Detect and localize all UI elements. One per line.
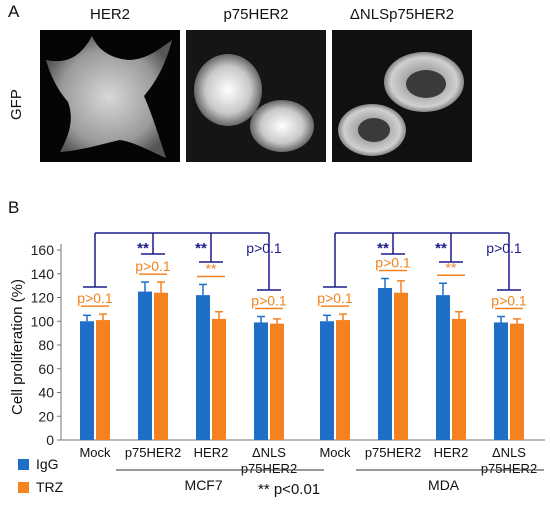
y-tick-label: 120 (31, 290, 55, 306)
category-label: HER2 (194, 445, 229, 460)
bar-mda-trz-1 (394, 292, 408, 440)
micrograph-her2 (40, 30, 180, 162)
bar-mda-igg-2 (436, 295, 450, 440)
category-label: p75HER2 (481, 461, 537, 476)
bar-mda-trz-0 (336, 320, 350, 440)
bar-mcf7-igg-3 (254, 322, 268, 440)
category-label: ΔNLS (492, 445, 526, 460)
bracket-significance-label: p>0.1 (246, 240, 282, 256)
bar-mcf7-igg-0 (80, 321, 94, 440)
bar-mda-igg-3 (494, 322, 508, 440)
category-label: p75HER2 (365, 445, 421, 460)
bar-mcf7-trz-0 (96, 320, 110, 440)
pair-significance-label: p>0.1 (77, 290, 113, 306)
pair-significance-label: p>0.1 (317, 290, 353, 306)
bar-mda-trz-3 (510, 323, 524, 440)
bar-mda-igg-0 (320, 321, 334, 440)
pair-significance-label: p>0.1 (375, 255, 411, 271)
bar-mcf7-igg-1 (138, 291, 152, 440)
category-label: Mock (79, 445, 111, 460)
group-label: MCF7 (185, 477, 223, 493)
micrograph-title-p75her2: p75HER2 (223, 6, 289, 23)
y-tick-label: 0 (46, 432, 54, 448)
y-tick-label: 80 (38, 337, 54, 353)
category-label: p75HER2 (125, 445, 181, 460)
y-tick-label: 20 (38, 408, 54, 424)
bar-mda-trz-2 (452, 318, 466, 440)
y-tick-label: 160 (31, 242, 55, 258)
micrograph-p75her2 (186, 30, 326, 162)
pair-significance-label: ** (446, 259, 457, 275)
category-label: HER2 (434, 445, 469, 460)
category-label: Mock (319, 445, 351, 460)
significance-note: ** p<0.01 (258, 481, 320, 498)
category-label: ΔNLS (252, 445, 286, 460)
group-label: MDA (428, 477, 460, 493)
bracket-significance-label: ** (195, 240, 207, 257)
y-tick-label: 40 (38, 385, 54, 401)
y-tick-label: 100 (31, 313, 55, 329)
micrograph-dnlsp75her2 (332, 30, 472, 162)
bar-mcf7-trz-2 (212, 318, 226, 440)
bracket-significance-label: ** (435, 240, 447, 257)
y-tick-label: 140 (31, 266, 55, 282)
pair-significance-label: ** (206, 260, 217, 276)
bracket-significance-label: ** (137, 240, 149, 257)
pair-significance-label: p>0.1 (491, 293, 527, 309)
legend-swatch-trz (18, 482, 29, 493)
category-label: p75HER2 (241, 461, 297, 476)
bracket-significance-label: ** (377, 240, 389, 257)
bar-mda-igg-1 (378, 288, 392, 440)
bracket-significance-label: p>0.1 (486, 240, 522, 256)
legend-swatch-igg (18, 459, 29, 470)
micrograph-title-her2: HER2 (89, 6, 130, 23)
panel-b-letter: B (8, 198, 20, 217)
y-tick-label: 60 (38, 361, 54, 377)
bar-mcf7-igg-2 (196, 295, 210, 440)
micrograph-title-dnlsp75her2: ΔNLSp75HER2 (349, 6, 455, 23)
pair-significance-label: p>0.1 (135, 258, 171, 274)
y-axis-title: Cell proliferation (%) (9, 279, 26, 415)
legend-label-igg: IgG (36, 456, 59, 472)
bar-mcf7-trz-1 (154, 292, 168, 440)
legend-label-trz: TRZ (36, 479, 64, 495)
panel-a-letter: A (8, 2, 20, 21)
pair-significance-label: p>0.1 (251, 293, 287, 309)
bar-mcf7-trz-3 (270, 323, 284, 440)
